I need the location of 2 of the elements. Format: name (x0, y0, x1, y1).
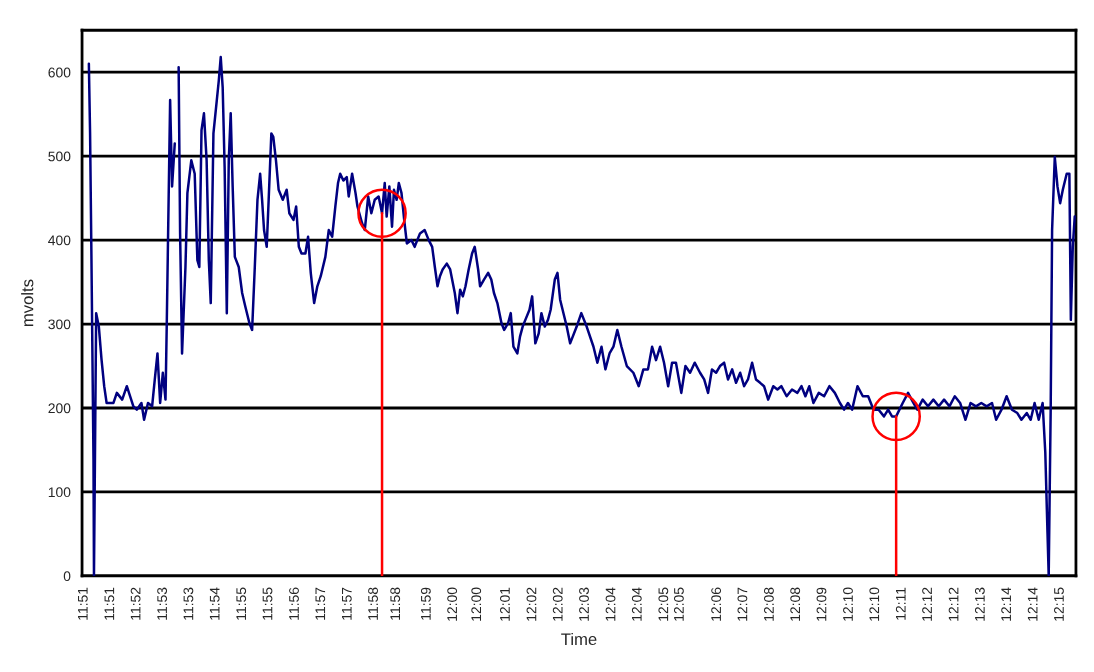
y-axis-title: mvolts (21, 279, 34, 327)
x-axis-title: Time (561, 632, 597, 646)
